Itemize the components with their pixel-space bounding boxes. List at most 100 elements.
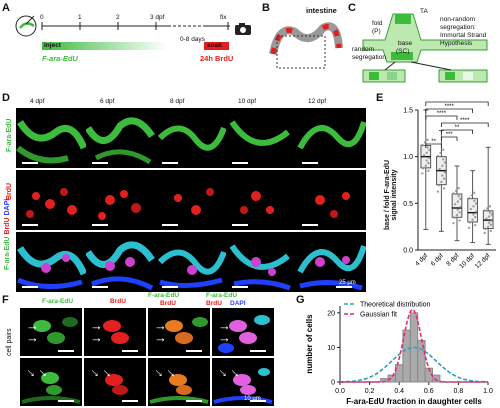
e-data-point xyxy=(489,229,493,233)
e-data-point xyxy=(490,213,493,216)
e-data-point xyxy=(459,197,462,201)
e-data-point xyxy=(421,172,424,175)
f-micro-dapi-2: → → xyxy=(212,358,274,406)
e-sig-label: **** xyxy=(437,111,447,117)
g-xlabel: F-ara-EdU fraction in daughter cells xyxy=(346,397,482,406)
e-sig-label: ** xyxy=(455,125,460,131)
col-10dpf: 10 dpf xyxy=(238,98,257,105)
panel-g-label: G xyxy=(296,294,305,306)
g-xtick-label: 1.0 xyxy=(483,388,493,395)
e-data-point xyxy=(472,205,475,208)
micro-brdu-10dpf xyxy=(226,170,296,230)
e-data-point xyxy=(485,217,488,220)
e-data-point xyxy=(440,180,443,184)
fish-icon xyxy=(12,10,42,38)
e-data-point xyxy=(436,154,440,158)
e-data-point xyxy=(428,156,431,160)
e-data-point xyxy=(467,197,471,200)
g-xtick-label: 0.4 xyxy=(394,388,404,395)
micro-edu-12dpf xyxy=(296,108,366,168)
e-data-point xyxy=(469,207,473,211)
f-micro-edu-2: → → xyxy=(20,358,82,406)
f-header-merge2-dapi: DAPI xyxy=(230,300,246,307)
g-xtick-label: 0.6 xyxy=(424,388,434,395)
e-data-point xyxy=(483,209,486,212)
e-data-point xyxy=(474,202,478,205)
e-ytick-label: 1.0 xyxy=(403,154,413,161)
micro-edu-6dpf xyxy=(86,108,156,168)
e-sig-label: **** xyxy=(460,118,470,124)
e-data-point xyxy=(421,143,424,147)
e-sig-bracket xyxy=(425,101,489,106)
merge-part-dapi: DAPI xyxy=(4,198,11,216)
e-data-point xyxy=(489,223,493,226)
e-sig-bracket xyxy=(441,129,473,134)
g-ytick-label: 20 xyxy=(327,310,335,317)
micro-brdu-8dpf xyxy=(156,170,226,230)
tick-0: 0 xyxy=(40,14,44,21)
e-box xyxy=(467,198,478,223)
e-data-point xyxy=(483,231,486,235)
g-xtick-label: 0.8 xyxy=(454,388,464,395)
f-micro-merge-1: → → xyxy=(148,308,210,356)
e-data-point xyxy=(455,213,459,217)
e-data-point xyxy=(459,205,462,209)
timeline xyxy=(40,8,245,88)
f-header-merge1-edu: F-ara-EdU xyxy=(148,292,180,299)
e-xtick-label: 6 dpf xyxy=(430,252,445,267)
e-data-point xyxy=(490,219,493,222)
e-sig-label: **** xyxy=(452,100,462,103)
e-sig-bracket xyxy=(425,143,442,148)
f-header-merge1-brdu: BrdU xyxy=(160,300,176,307)
right-caption-1: non-random xyxy=(440,16,476,23)
e-data-point xyxy=(487,221,491,224)
e-data-point xyxy=(467,226,471,230)
e-data-point xyxy=(441,148,445,151)
tick-2: 2 xyxy=(116,14,120,21)
e-data-point xyxy=(484,227,487,231)
e-sig-label: **** xyxy=(445,104,455,110)
e-data-point xyxy=(468,221,472,224)
e-ylabel-line1: base / fold F-ara-EdU xyxy=(384,159,391,230)
histogram-chart: 0 10 20 0.0 0.2 0.4 0.6 0.8 1.0 Theoretical distr… xyxy=(305,302,493,407)
right-caption-2: segregation: xyxy=(440,24,476,31)
g-ylabel: number of cells xyxy=(305,314,314,374)
micro-merge-12dpf xyxy=(296,232,366,292)
e-data-point xyxy=(472,213,475,216)
scale-label-f: 10 µm xyxy=(244,396,261,402)
merge-part-brdu: BrdU xyxy=(4,217,11,235)
panel-b-label: B xyxy=(262,2,270,14)
g-ytick-label: 10 xyxy=(327,345,335,352)
e-data-point xyxy=(452,192,455,195)
e-data-point xyxy=(454,203,457,206)
e-data-point xyxy=(423,141,427,144)
e-data-point xyxy=(457,186,460,190)
e-data-point xyxy=(473,191,476,195)
e-box xyxy=(451,193,463,218)
base-abbr: (SC) xyxy=(396,48,410,55)
e-data-point xyxy=(473,199,476,203)
e-data-point xyxy=(487,225,490,229)
e-data-point xyxy=(436,190,440,193)
e-data-point xyxy=(454,189,458,193)
micro-edu-4dpf xyxy=(16,108,86,168)
left-caption-1: random xyxy=(352,46,375,53)
g-bar xyxy=(402,329,411,383)
e-sig-bracket xyxy=(441,122,489,127)
g-bar xyxy=(395,364,404,383)
e-data-point xyxy=(470,194,473,197)
col-6dpf: 6 dpf xyxy=(100,98,115,105)
intestine-title: intestine xyxy=(306,6,337,15)
e-data-point xyxy=(422,154,426,157)
g-ytick-label: 0 xyxy=(331,380,335,387)
e-sig-bracket xyxy=(425,108,473,113)
right-caption-3: Immortal Strand xyxy=(440,32,487,39)
micro-merge-10dpf xyxy=(226,232,296,292)
inject-label: inject xyxy=(44,42,61,49)
ta-label: TA xyxy=(420,8,428,15)
f-header-merge2-edu: F-ara-EdU xyxy=(206,292,238,299)
base-label: base xyxy=(398,40,413,47)
e-xtick-label: 10 dpf xyxy=(458,252,476,270)
e-data-point xyxy=(424,164,427,167)
f-header-edu: F-ara-EdU xyxy=(42,298,74,305)
